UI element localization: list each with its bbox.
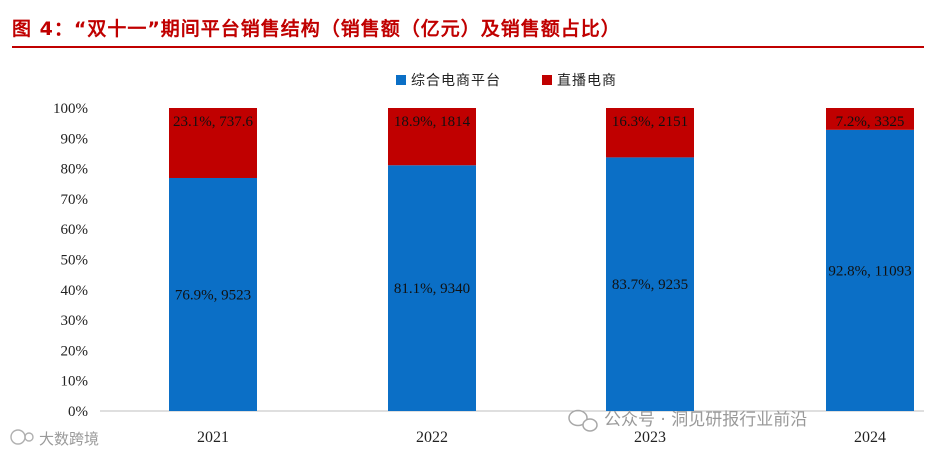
data-label-integrated: 83.7%, 9235 <box>612 277 688 293</box>
y-tick-label: 50% <box>61 253 89 269</box>
y-tick-label: 100% <box>53 101 88 117</box>
y-tick-label: 40% <box>61 283 89 299</box>
y-tick-label: 60% <box>61 222 89 238</box>
bars <box>169 108 914 412</box>
data-label-integrated: 76.9%, 9523 <box>175 287 251 303</box>
wechat-icon-bubble <box>582 418 598 432</box>
data-label-livestream: 16.3%, 2151 <box>612 114 688 130</box>
watermark-right-text: 公众号 · 洞见研报行业前沿 <box>604 410 807 430</box>
y-tick-label: 80% <box>61 162 89 178</box>
y-axis-ticks: 0% 10% 20% 30% 40% 50% 60% 70% 80% 90% 100% <box>53 101 88 420</box>
bar-livestream-2024 <box>826 108 914 130</box>
x-axis-ticks: 2021 2022 2023 2024 <box>197 429 886 446</box>
watermark-left: 大数跨境 <box>10 429 99 448</box>
y-tick-label: 20% <box>61 343 89 359</box>
bar-livestream-2023 <box>606 108 694 158</box>
bar-livestream-2022 <box>388 108 476 166</box>
x-tick-label: 2022 <box>416 429 448 446</box>
watermark-logo-icon <box>10 429 26 445</box>
figure-title: 图 4：“双十一”期间平台销售结构（销售额（亿元）及销售额占比） <box>12 18 621 40</box>
data-label-livestream: 18.9%, 1814 <box>394 114 471 130</box>
y-tick-label: 70% <box>61 192 89 208</box>
x-tick-label: 2021 <box>197 429 229 446</box>
data-label-livestream: 7.2%, 3325 <box>836 114 905 130</box>
title-rule <box>12 46 924 48</box>
legend-label-integrated: 综合电商平台 <box>411 73 501 89</box>
bar-integrated-2022 <box>388 165 476 411</box>
data-label-integrated: 81.1%, 9340 <box>394 281 470 297</box>
watermark-left-text: 大数跨境 <box>39 430 99 448</box>
legend: 综合电商平台 直播电商 <box>396 72 617 89</box>
bar-integrated-2023 <box>606 157 694 411</box>
bar-integrated-2021 <box>169 177 257 411</box>
legend-swatch-integrated <box>396 75 406 85</box>
legend-swatch-livestream <box>542 75 552 85</box>
legend-label-livestream: 直播电商 <box>557 72 617 89</box>
bar-integrated-2024 <box>826 129 914 412</box>
data-label-integrated: 92.8%, 11093 <box>828 263 911 279</box>
y-tick-label: 0% <box>68 404 88 420</box>
y-tick-label: 10% <box>61 374 89 390</box>
x-tick-label: 2024 <box>854 429 886 446</box>
y-tick-label: 90% <box>61 131 89 147</box>
bar-livestream-2021 <box>169 108 257 178</box>
data-label-livestream: 23.1%, 737.6 <box>173 114 253 130</box>
x-tick-label: 2023 <box>634 429 666 446</box>
watermark-right: 公众号 · 洞见研报行业前沿 <box>568 409 807 432</box>
wechat-icon <box>568 409 588 427</box>
y-tick-label: 30% <box>61 313 89 329</box>
data-labels: 76.9%, 9523 23.1%, 737.6 81.1%, 9340 18.9%,… <box>173 114 912 303</box>
watermark-logo-dot-icon <box>24 432 34 442</box>
